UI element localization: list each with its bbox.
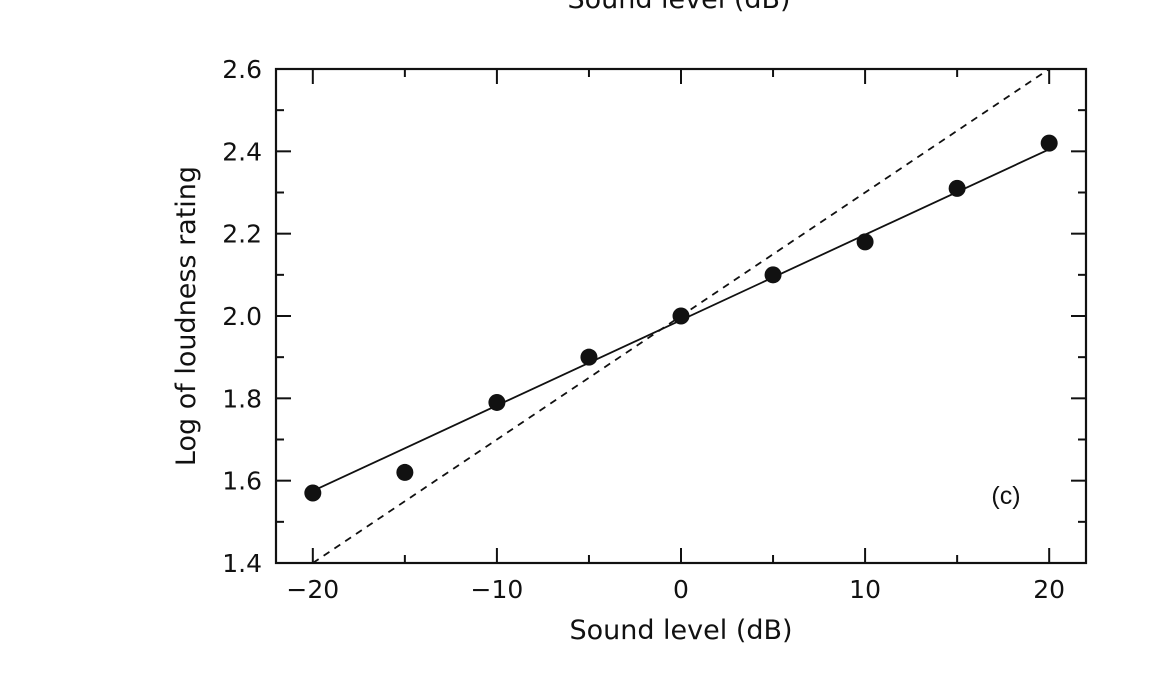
y-axis-ticks: 1.4 1.6 1.8 2.0 2.2 2.4 2.6 (222, 55, 1086, 578)
y-tick-label: 1.6 (222, 467, 262, 496)
y-tick-label: 2.2 (222, 220, 262, 249)
x-tick-label: 10 (849, 575, 881, 604)
y-tick-label: 1.4 (222, 549, 262, 578)
data-point-1 (304, 484, 322, 502)
data-point-6 (764, 266, 782, 284)
data-points (304, 134, 1058, 502)
y-tick-label: 2.0 (222, 302, 262, 331)
data-point-3 (488, 393, 506, 411)
y-tick-label: 1.8 (222, 384, 262, 413)
data-point-5 (672, 307, 690, 325)
data-point-8 (948, 179, 966, 197)
x-axis-title: Sound level (dB) (569, 615, 792, 646)
x-axis-ticks: −20 −10 0 10 20 (286, 69, 1065, 604)
data-point-7 (856, 233, 874, 251)
x-tick-label: 0 (673, 575, 689, 604)
y-tick-label: 2.4 (222, 137, 262, 166)
x-tick-label: −10 (471, 575, 524, 604)
data-point-9 (1040, 134, 1058, 152)
y-tick-label: 2.6 (222, 55, 262, 84)
y-axis-title: Log of loudness rating (171, 166, 202, 466)
x-tick-label: 20 (1033, 575, 1065, 604)
data-point-2 (396, 463, 414, 481)
data-point-4 (580, 348, 598, 366)
cropped-top-axis-label: Sound level (dB) (567, 0, 790, 15)
panel-annotation: (c) (991, 482, 1020, 510)
x-tick-label: −20 (286, 575, 339, 604)
